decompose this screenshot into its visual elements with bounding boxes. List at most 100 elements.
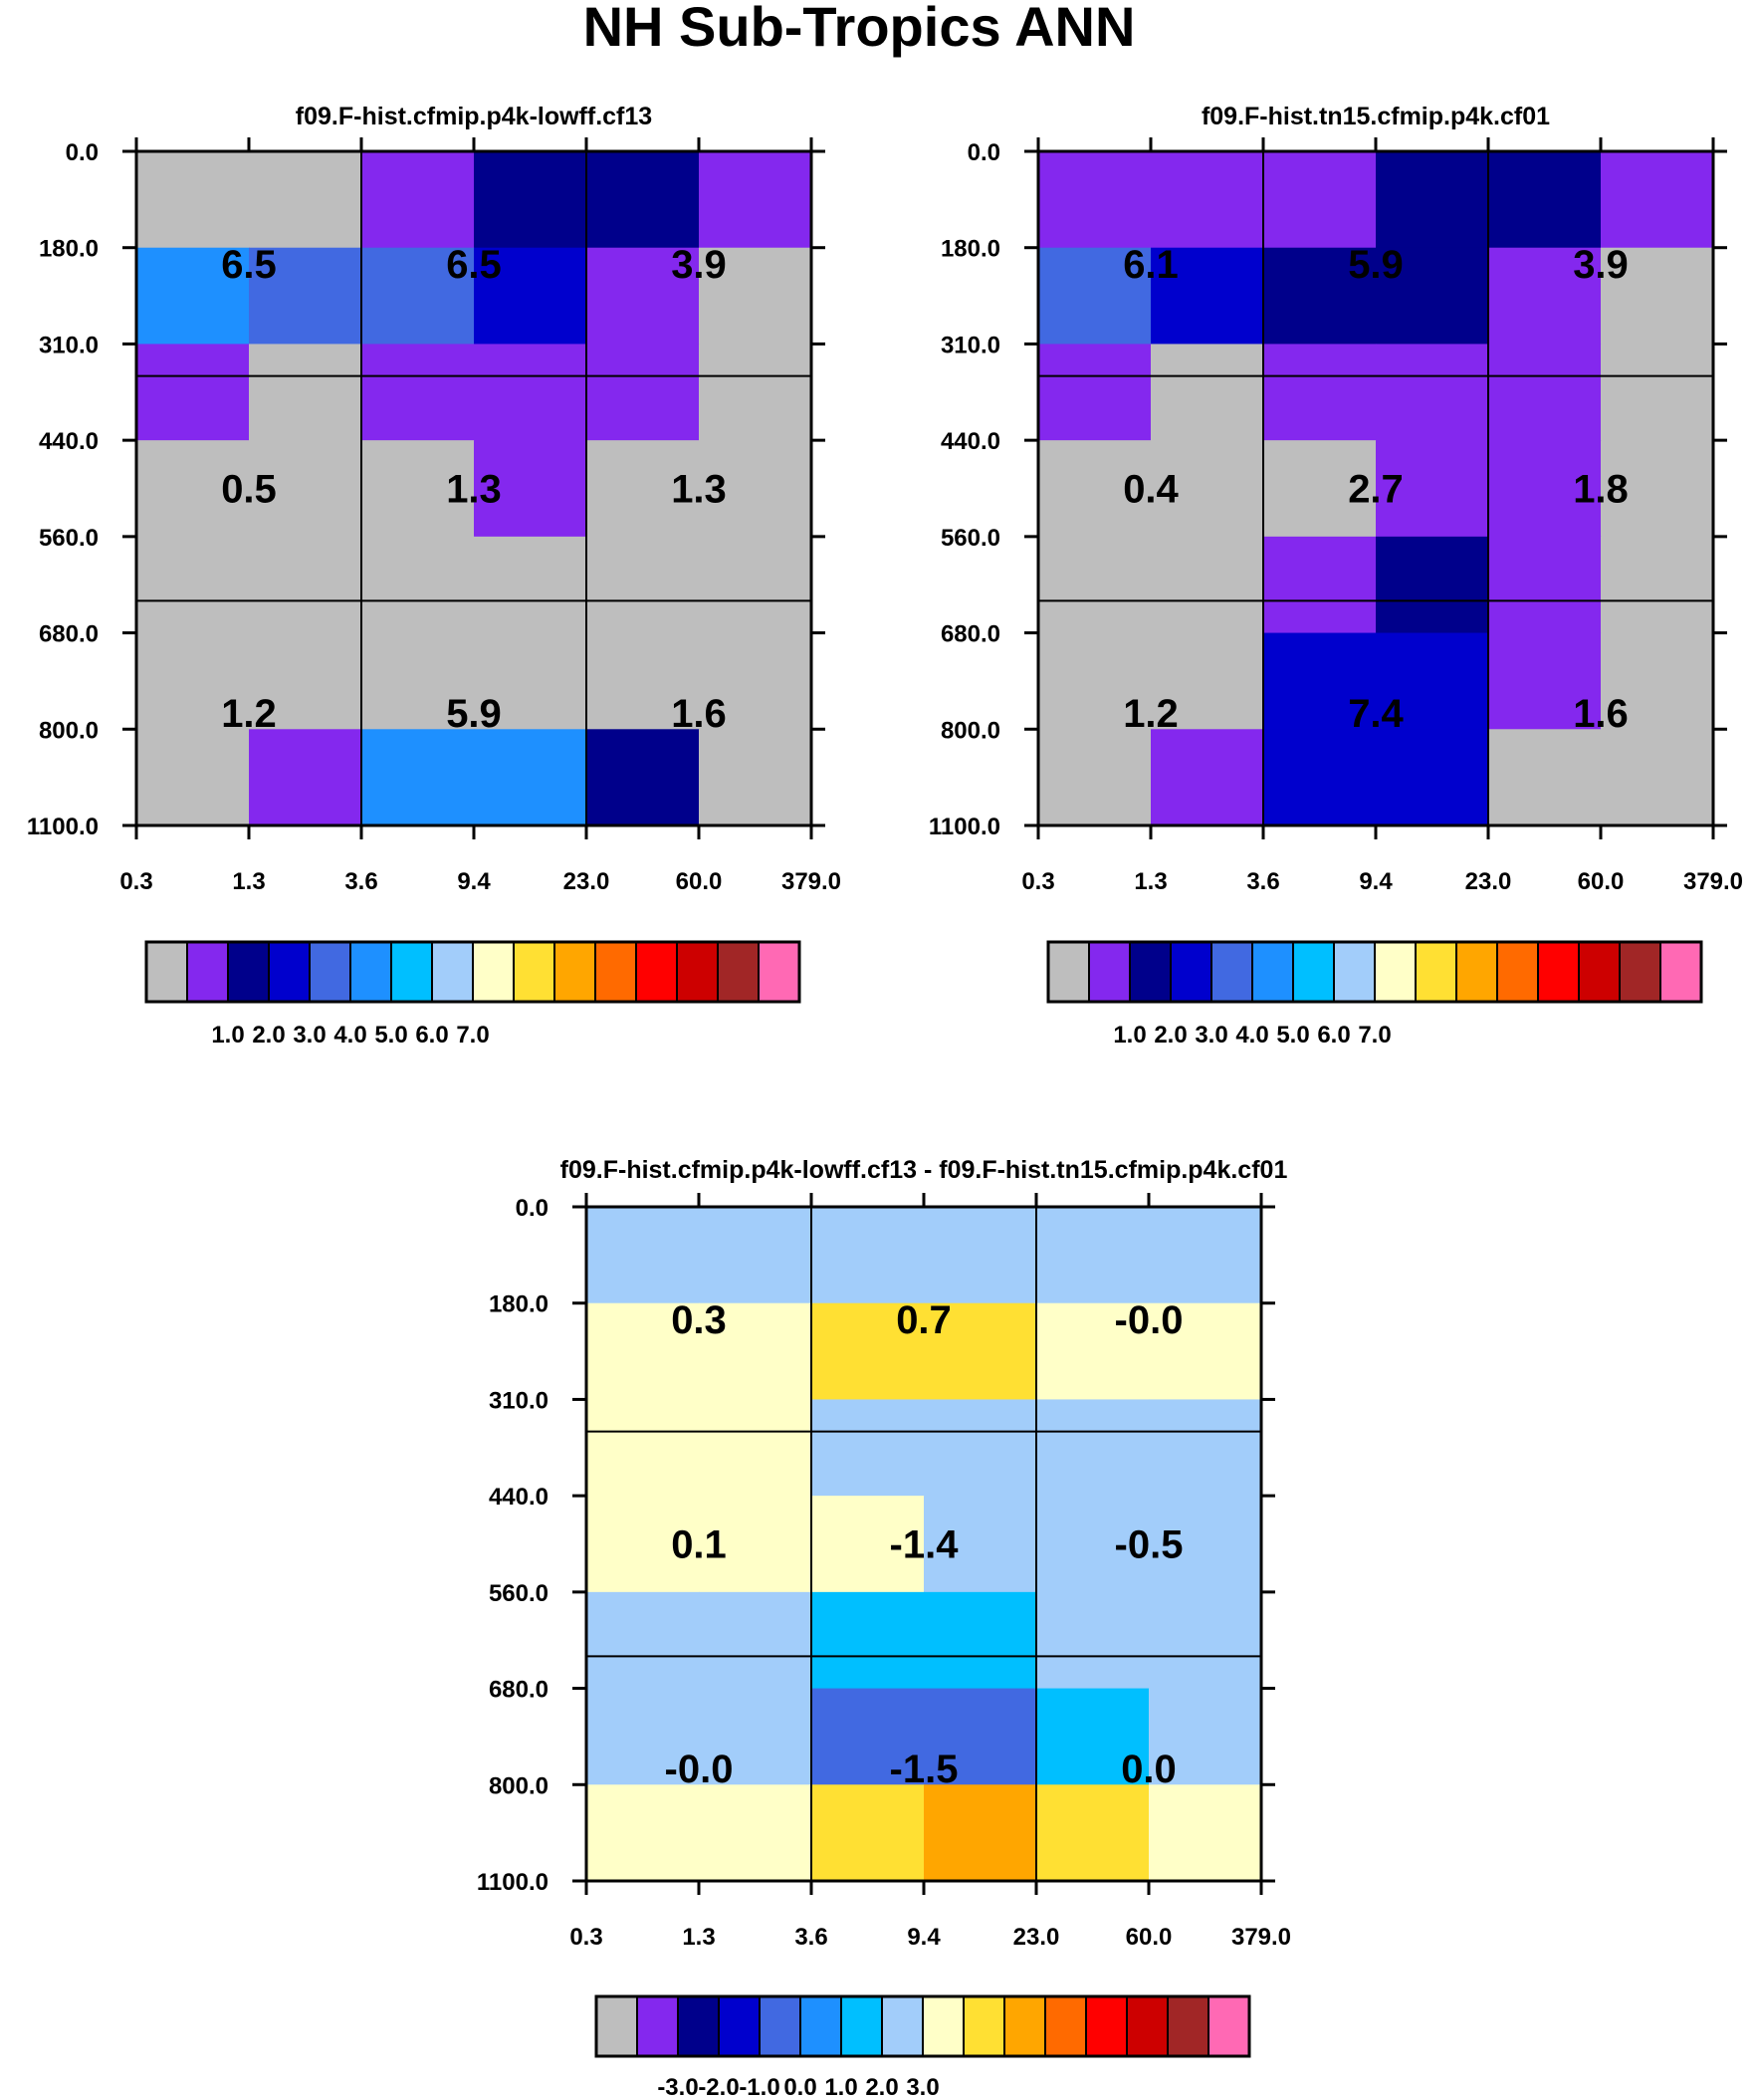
heatmap-cell [1149,1399,1262,1497]
panel-title: f09.F-hist.tn15.cfmip.p4k.cf01 [1202,103,1550,130]
x-tick-label: 60.0 [1578,868,1625,895]
heatmap-cell [249,151,362,249]
box-value-label: -1.5 [890,1748,959,1791]
heatmap-cell [1151,729,1264,826]
heatmap-cell [1036,1496,1150,1593]
x-tick-label: 23.0 [563,868,610,895]
panel-title: f09.F-hist.cfmip.p4k-lowff.cf13 [296,103,652,130]
colorbar-label: 6.0 [415,1022,448,1049]
heatmap-cell [1036,1784,1150,1882]
heatmap-cell [1038,344,1152,441]
heatmap-cell [474,536,587,634]
heatmap-cell [586,247,700,346]
box-value-label: 0.7 [896,1298,952,1342]
box-value-label: 0.0 [1121,1748,1177,1791]
heatmap-cell [474,632,587,730]
heatmap-cell [1149,1591,1262,1690]
heatmap-cell [361,151,475,249]
colorbar-label: 3.0 [1195,1022,1227,1049]
heatmap-cell [586,1591,700,1690]
heatmap-cell [699,1399,812,1497]
colorbar-label: -3.0 [657,2074,698,2100]
x-tick-label: 9.4 [907,1924,941,1951]
colorbar-label: 7.0 [456,1022,489,1049]
heatmap-cell [1601,536,1714,634]
colorbar-swatch [1207,1995,1250,2057]
heatmap-cell [811,1688,925,1785]
heatmap-cell [1488,440,1602,538]
box-value-label: -0.0 [1115,1298,1184,1342]
colorbar-swatch [677,1995,720,2057]
heatmap-cell [924,1688,1037,1785]
x-tick-label: 1.3 [682,1924,715,1951]
heatmap-cell [1151,536,1264,634]
colorbar-swatch [1085,1995,1128,2057]
colorbar-swatch [227,941,270,1003]
box-value-label: 6.5 [221,243,277,287]
colorbar-swatch [799,1995,842,2057]
heatmap-cell [1151,247,1264,346]
heatmap-cell [1151,632,1264,730]
heatmap-cell [1376,729,1489,826]
heatmap-cell [1151,151,1264,249]
heatmap-cell [586,1784,700,1882]
heatmap-cell [474,247,587,346]
y-tick-label: 440.0 [941,428,1000,455]
heatmap-panel-1: 0.3 1.3 3.6 9.4 23.0 60.0 379.0 0.0 180.0 310.0 44… [27,103,841,1049]
heatmap-cell [1151,440,1264,538]
heatmap-cell [1038,729,1152,826]
colorbar-swatch [1170,941,1212,1003]
y-tick-label: 680.0 [941,621,1000,648]
heatmap-cell [699,1784,812,1882]
box-value-label: -0.0 [665,1748,734,1791]
colorbar-swatch [1496,941,1539,1003]
colorbar-label: 3.0 [293,1022,326,1049]
heatmap-cell [1601,247,1714,346]
figure-title: NH Sub-Tropics ANN [583,0,1136,58]
colorbar-swatch [1659,941,1702,1003]
heatmap-cell [1601,729,1714,826]
heatmap-cell [924,1302,1037,1401]
colorbar-swatch [1044,1995,1087,2057]
x-tick-label: 60.0 [1126,1924,1173,1951]
colorbar-swatch [717,941,760,1003]
box-value-label: 1.2 [1123,692,1179,736]
colorbar-swatch [309,941,351,1003]
x-tick-label: 9.4 [457,868,491,895]
x-tick-label: 0.3 [1021,868,1054,895]
heatmap-cell [361,247,475,346]
heatmap-cell [811,1207,925,1304]
heatmap-cell [699,344,812,441]
y-tick-label: 180.0 [489,1291,548,1318]
heatmap-cell [586,632,700,730]
colorbar-swatch [1619,941,1661,1003]
heatmap-cell [699,536,812,634]
x-tick-label: 379.0 [1683,868,1743,895]
y-tick-label: 1100.0 [27,814,99,840]
box-value-label: 1.3 [671,468,727,512]
colorbar-swatch [390,941,433,1003]
heatmap-cell [924,1399,1037,1497]
y-tick-label: 680.0 [39,621,99,648]
colorbar-swatch [1455,941,1498,1003]
heatmap-cell [249,440,362,538]
heatmap-cell [586,344,700,441]
heatmap-cell [1263,729,1377,826]
colorbar-swatch [1537,941,1580,1003]
heatmap-cell [1263,344,1377,441]
heatmap-panel-3: 0.3 1.3 3.6 9.4 23.0 60.0 379.0 0.0 180.0 310.0 44… [477,1156,1291,2100]
heatmap-cell [924,1496,1037,1593]
heatmap-cell [474,440,587,538]
box-value-label: 7.4 [1348,692,1404,736]
heatmap-cell [811,1784,925,1882]
colorbar-label: 2.0 [865,2074,898,2100]
heatmap-cell [1038,632,1152,730]
heatmap-cell [136,632,250,730]
heatmap-cell [586,1302,700,1401]
y-tick-label: 440.0 [39,428,99,455]
heatmap-cell [811,1496,925,1593]
heatmap-cell [699,1302,812,1401]
x-tick-label: 60.0 [676,868,723,895]
box-value-label: -0.5 [1115,1523,1184,1567]
y-tick-label: 1100.0 [929,814,1000,840]
